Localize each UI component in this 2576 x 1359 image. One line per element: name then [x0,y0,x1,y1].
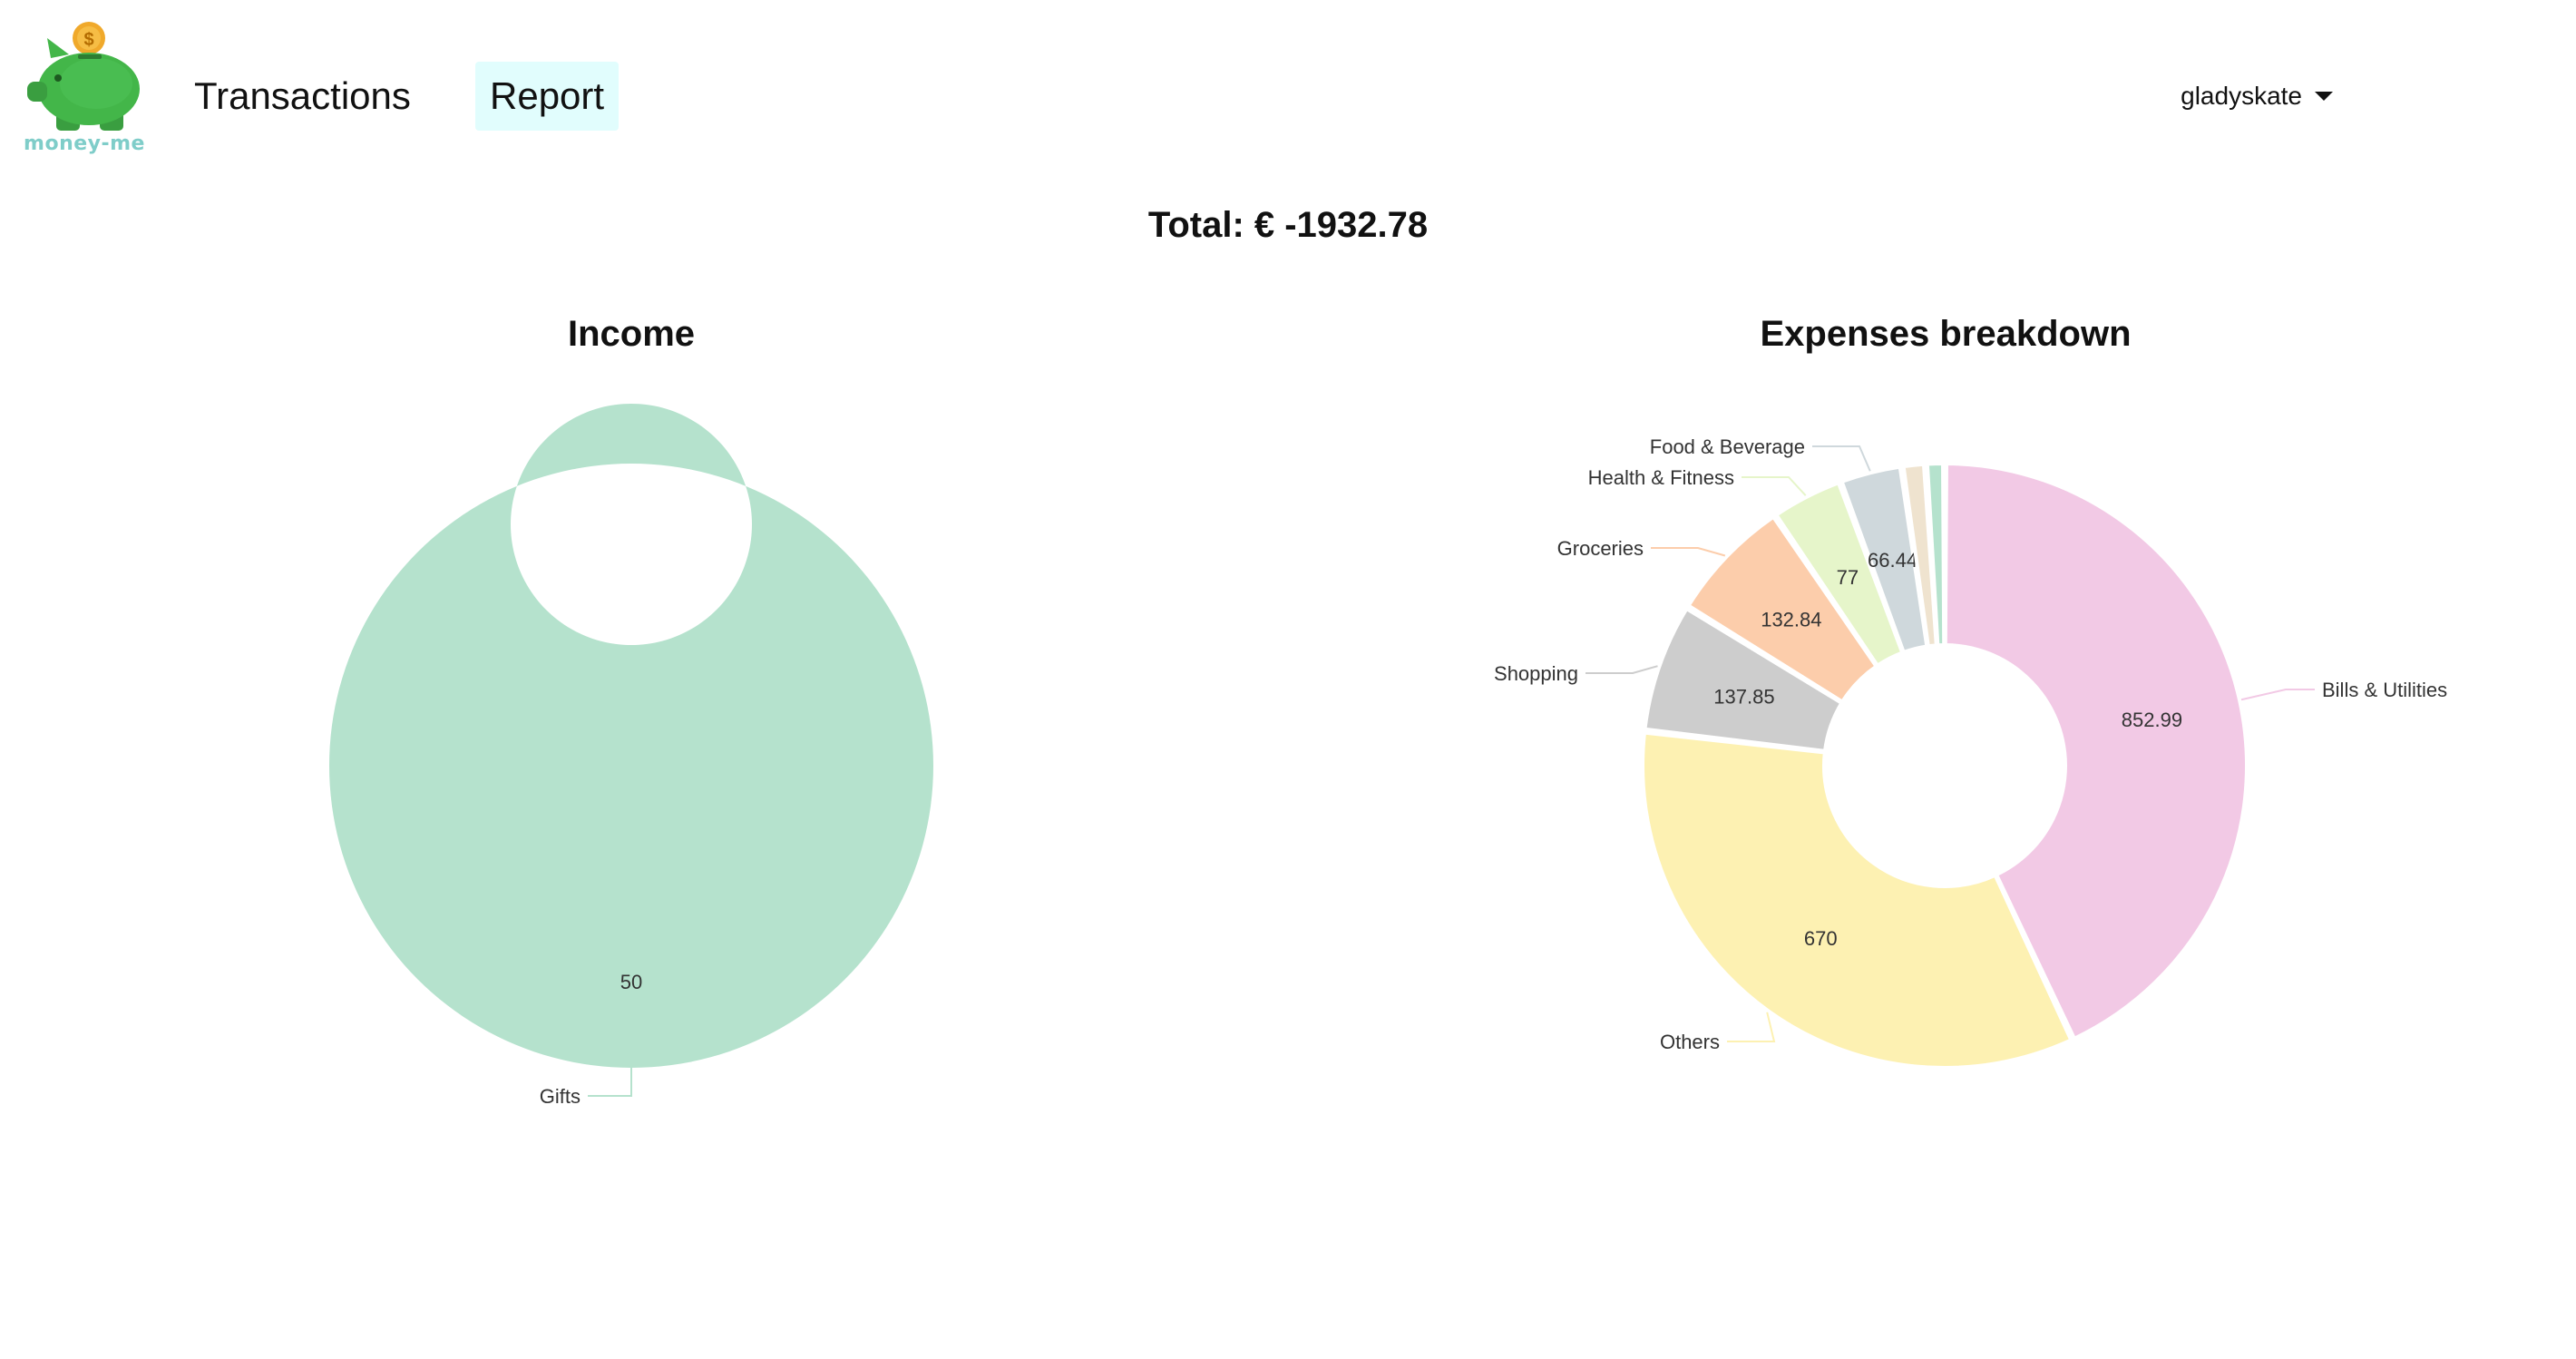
slice-gifts[interactable] [328,404,933,1069]
leader-line-gifts [588,1068,632,1097]
value-label-gifts: 50 [620,971,642,993]
brand-name: money-me [24,132,145,155]
slice-bills-and-utilities[interactable] [1943,462,2249,1041]
income-donut: 50 Gifts [328,404,933,1108]
slice-health-and-fitness[interactable] [1774,481,1905,668]
category-label-food-and-beverage: Food & Beverage [1650,435,1805,458]
user-name: gladyskate [2181,82,2302,110]
value-label-health-and-fitness: 77 [1837,566,1859,589]
expenses-chart-title: Expenses breakdown [1760,314,2132,354]
piggy-bank-icon: $ [27,22,140,131]
nav-transactions[interactable]: Transactions [194,74,411,117]
money-me-logo[interactable]: $ money-me [24,18,145,163]
slice-unlabeled-7[interactable] [1925,462,1947,648]
category-label-others: Others [1660,1031,1720,1053]
category-label-bills-and-utilities: Bills & Utilities [2322,679,2447,701]
slice-groceries[interactable] [1686,514,1878,704]
expenses-breakdown-donut: 852.99 Bills & Utilities 670 Others 137.85 Sh… [1494,435,2447,1070]
leader-line-shopping [1586,665,1658,674]
leader-line-groceries [1651,547,1726,557]
user-menu[interactable]: gladyskate [2181,78,2333,114]
category-label-health-and-fitness: Health & Fitness [1588,466,1734,489]
value-label-others: 670 [1804,927,1838,950]
leader-line-others [1727,1012,1776,1042]
category-label-gifts: Gifts [540,1085,581,1108]
category-label-groceries: Groceries [1557,537,1644,560]
slice-others[interactable] [1641,730,2073,1070]
nav-report[interactable]: Report [475,62,620,131]
svg-text:$: $ [83,30,93,50]
slice-shopping[interactable] [1643,606,1844,753]
app-header: $ money-me Transactions Report gladyskat… [0,0,2576,172]
leader-line-health-and-fitness [1742,476,1807,496]
value-label-shopping: 137.85 [1713,685,1774,708]
report-total: Total: € -1932.78 [1147,205,1429,245]
income-chart-title: Income [567,314,696,354]
value-label-bills-and-utilities: 852.99 [2122,709,2182,731]
caret-down-icon [2315,91,2333,101]
leader-line-food-and-beverage [1812,445,1871,472]
leader-line-bills-and-utilities [2240,689,2315,701]
value-label-groceries: 132.84 [1761,608,1821,631]
slice-food-and-beverage[interactable] [1839,464,1929,654]
category-label-shopping: Shopping [1494,662,1578,685]
value-label-food-and-beverage: 66.44 [1868,549,1917,572]
